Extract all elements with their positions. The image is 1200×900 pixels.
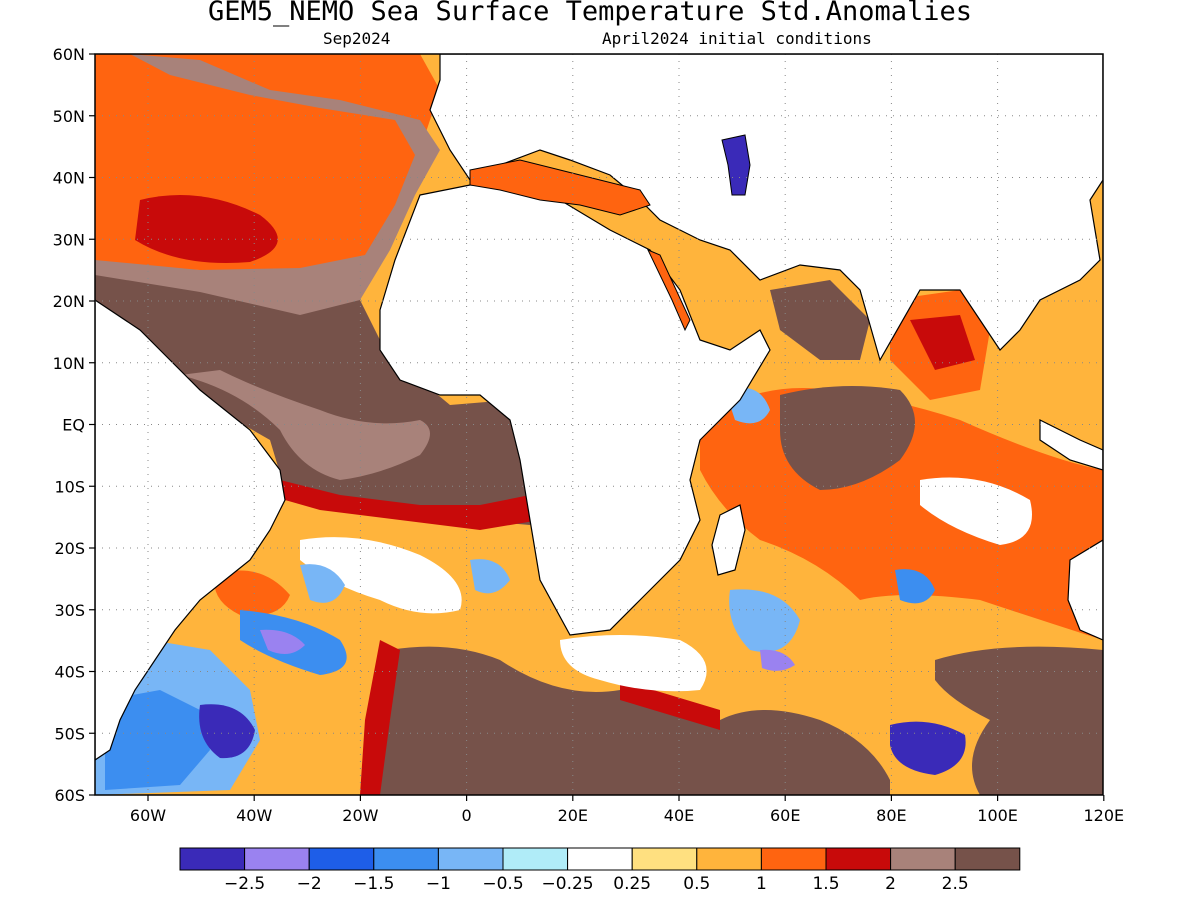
land-indonesia [1039,419,1103,471]
lat-tick-label: 40N [53,169,85,188]
anomaly-sw-atlantic-deepblue [105,690,210,790]
anomaly-central-south-purple [260,629,305,654]
anomaly-indian-mid-blue [895,569,935,604]
graticule [95,54,1103,795]
colorbar-swatch [179,847,246,871]
anomaly-indian-purple [760,649,795,671]
colorbar-label: 2.5 [942,874,969,894]
lat-tick-label: 50N [53,107,85,126]
colorbar-label: 1 [756,874,767,894]
lat-tick-label: 10S [54,477,85,496]
lon-tick-label: 40W [236,806,272,825]
lon-tick-label: 80E [876,806,906,825]
red-sea-anomaly [646,249,691,332]
land-madagascar [711,504,746,576]
map-title: GEM5_NEMO Sea Surface Temperature Std.An… [207,0,972,27]
lon-tick-label: 120E [1083,806,1124,825]
colorbar-label: 0.25 [613,874,651,894]
anomaly-indian-brown [780,386,915,490]
colorbar-swatch [244,847,310,871]
anomaly-bay-of-bengal-red [910,315,975,370]
colorbar-label: −1.5 [353,874,394,894]
anomaly-sw-indian-brown [935,646,1103,795]
colorbar-swatch [954,847,1021,871]
lon-tick-label: 60W [130,806,166,825]
lat-tick-label: 30N [53,230,85,249]
lon-tick-label: 40E [664,806,694,825]
anomaly-arabian-sea [770,280,870,360]
lat-tick-label: EQ [62,416,85,435]
lon-tick-label: 20E [558,806,588,825]
lat-tick-label: 20N [53,292,85,311]
colorbar-swatch [437,847,504,871]
lon-tick-label: 20W [342,806,378,825]
anomaly-sw-atlantic-strong [199,704,255,759]
lon-tick-label: 100E [977,806,1018,825]
anomaly-indian-cool [729,589,800,652]
colorbar-swatch [825,847,892,871]
subtitle-initial-conditions: April2024 initial conditions [602,29,872,48]
lon-tick-label: 0 [462,806,472,825]
latitude-axis: 60N 50N 40N 30N 20N 10N EQ 10S 20S 30S 40S 50S 60S [53,45,95,805]
anomaly-southern-ocean-brown [376,646,891,795]
colorbar-label: 0.5 [683,874,710,894]
anomaly-south-atlantic-cool [300,559,510,603]
anomaly-southern-ocean-red [360,640,720,795]
lat-tick-label: 10N [53,354,85,373]
lat-tick-label: 60S [54,786,85,805]
mediterranean-anomaly [469,159,651,216]
colorbar-swatch [502,847,569,871]
land-south-america [95,299,286,761]
anomaly-north-atlantic-warm [135,195,278,264]
colorbar-swatch [890,847,956,871]
colorbar-label: 1.5 [812,874,839,894]
colorbar-swatch [696,847,762,871]
colorbar-swatch [760,847,827,871]
colorbar-swatch [373,847,439,871]
land-australia [1067,539,1103,641]
colorbar: −2.5 −2 −1.5 −1 −0.5 −0.25 0.25 0.5 1 1.5 2 2.5 [179,847,1021,894]
lat-tick-label: 20S [54,539,85,558]
anomaly-south-atlantic-white [300,537,462,614]
anomaly-indian-central-white [920,477,1032,545]
lat-tick-label: 60N [53,45,85,64]
anomaly-se-indian-strong [890,721,966,775]
colorbar-label: 2 [885,874,896,894]
lat-tick-label: 50S [54,724,85,743]
colorbar-label: −2 [297,874,322,894]
anomaly-tropical-atlantic [95,275,540,525]
anomaly-gulf-guinea-red [280,480,540,530]
colorbar-swatch [631,847,698,871]
anomaly-south-atlantic-orange [214,570,290,616]
caspian-sea-anomaly [721,134,751,196]
lat-tick-label: 30S [54,601,85,620]
colorbar-label: −0.5 [482,874,523,894]
colorbar-swatch [567,847,633,871]
lon-tick-label: 60E [770,806,800,825]
colorbar-swatch [308,847,375,871]
longitude-axis: 60W 40W 20W 0 20E 40E 60E 80E 100E 120E [130,795,1124,825]
lat-tick-label: 40S [54,663,85,682]
subtitle-date: Sep2024 [323,29,391,48]
anomaly-ne-atlantic-band [95,54,440,330]
colorbar-label: −0.25 [542,874,594,894]
anomaly-agulhas-white [560,635,707,692]
colorbar-label: −1 [426,874,451,894]
colorbar-label: −2.5 [224,874,265,894]
